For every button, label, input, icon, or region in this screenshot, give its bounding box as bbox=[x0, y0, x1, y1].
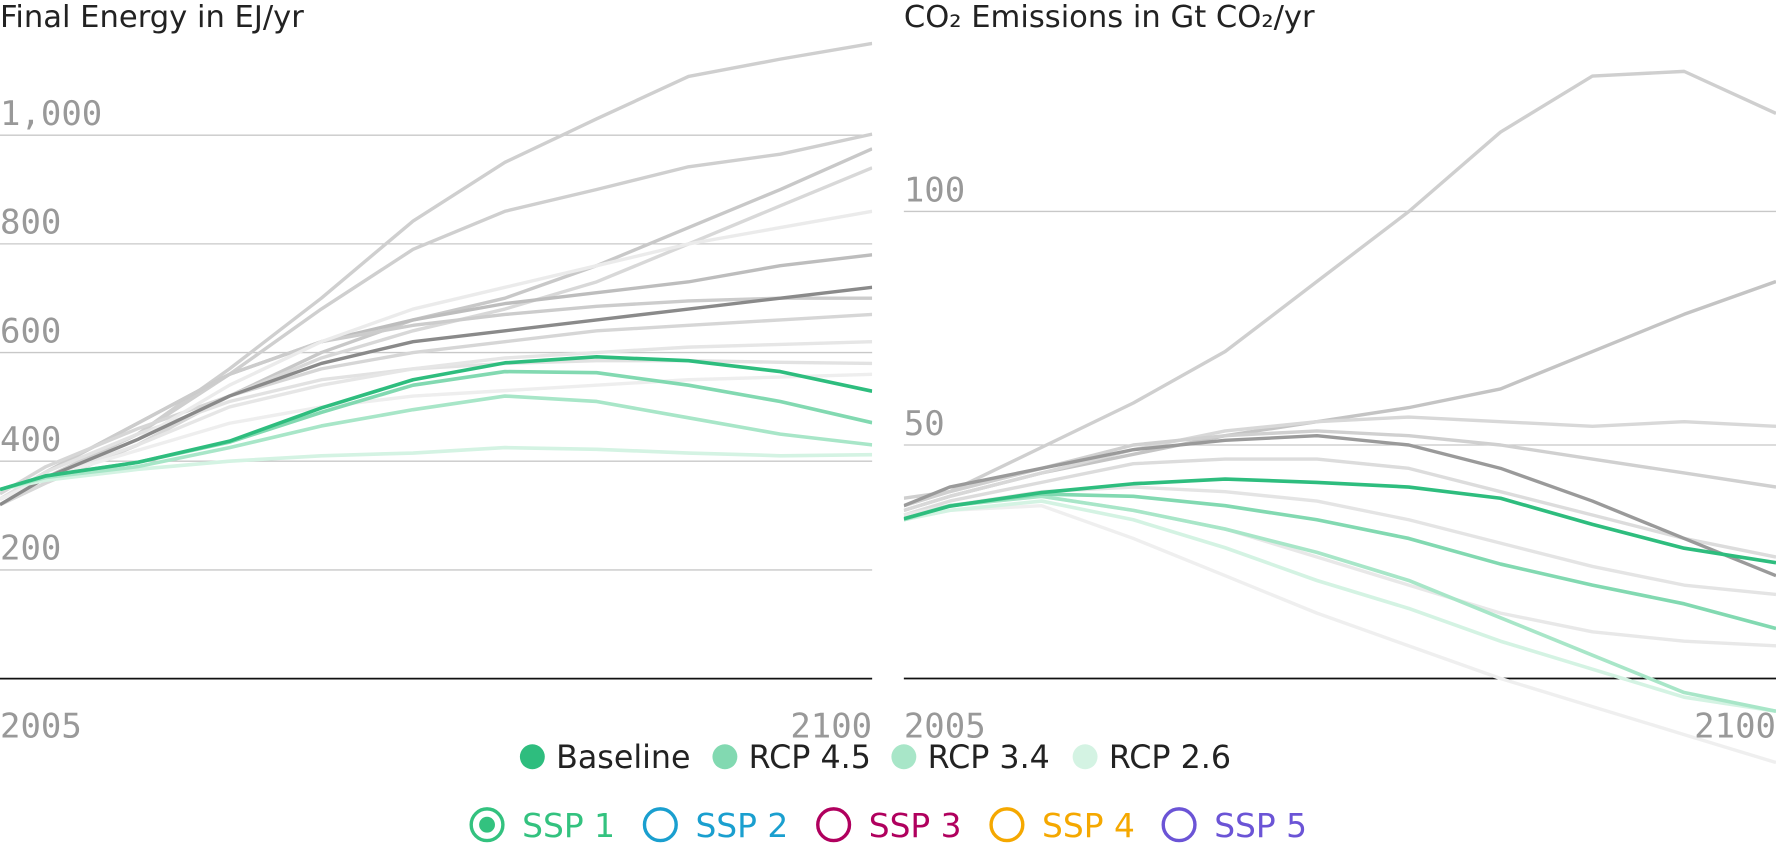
x-tick-label: 2100 bbox=[790, 707, 872, 747]
scenario-line bbox=[0, 285, 873, 507]
legend-swatch bbox=[519, 744, 545, 770]
x-tick-label: 2005 bbox=[904, 707, 986, 747]
radio-ring bbox=[1161, 807, 1197, 843]
y-tick-label: 200 bbox=[0, 529, 61, 569]
y-tick-label: 800 bbox=[0, 203, 61, 243]
scenario-line bbox=[903, 415, 1776, 512]
legend-swatch bbox=[712, 744, 738, 770]
scenario-line bbox=[903, 434, 1776, 578]
scenario-line bbox=[0, 339, 873, 507]
series-line bbox=[0, 445, 873, 492]
ssp-option[interactable]: SSP 2 bbox=[642, 807, 788, 844]
y-tick-label: 50 bbox=[904, 404, 945, 444]
radio-dot bbox=[479, 816, 495, 833]
series-line bbox=[0, 394, 873, 492]
scenario-line bbox=[0, 372, 873, 501]
series-line bbox=[903, 499, 1776, 714]
plot-lines bbox=[903, 69, 1776, 765]
ssp-label: SSP 3 bbox=[869, 807, 962, 844]
legend-label: RCP 3.4 bbox=[928, 740, 1050, 776]
series-line bbox=[903, 477, 1776, 565]
ssp-label: SSP 5 bbox=[1214, 807, 1307, 844]
legend-label: RCP 4.5 bbox=[749, 740, 871, 776]
scenario-line bbox=[0, 166, 873, 507]
radio-ring bbox=[989, 807, 1025, 843]
legend-label: RCP 2.6 bbox=[1109, 740, 1231, 776]
chart-title: Final Energy in EJ/yr bbox=[0, 0, 304, 35]
y-tick-label: 100 bbox=[904, 170, 965, 210]
scenario-line bbox=[903, 69, 1776, 500]
ssp-option[interactable]: SSP 4 bbox=[989, 807, 1135, 844]
ssp-label: SSP 2 bbox=[695, 807, 788, 844]
legend-label: Baseline bbox=[556, 740, 690, 776]
y-tick-label: 600 bbox=[0, 311, 61, 351]
ssp-label: SSP 4 bbox=[1042, 807, 1135, 844]
radio-ring bbox=[642, 807, 678, 843]
legend-swatch bbox=[891, 744, 917, 770]
plot-lines bbox=[0, 41, 873, 507]
scenario-line bbox=[903, 457, 1776, 559]
ssp-label: SSP 1 bbox=[522, 807, 615, 844]
y-tick-label: 400 bbox=[0, 420, 61, 460]
legend-swatch bbox=[1072, 744, 1098, 770]
scenario-line bbox=[903, 504, 1776, 765]
scenario-line bbox=[0, 312, 873, 496]
ssp-option[interactable]: SSP 3 bbox=[816, 807, 962, 844]
chart-title: CO₂ Emissions in Gt CO₂/yr bbox=[904, 0, 1315, 35]
scenario-line bbox=[903, 494, 1776, 648]
x-tick-label: 2005 bbox=[0, 707, 82, 747]
ssp-option[interactable]: SSP 1 bbox=[469, 807, 615, 844]
ssp-option[interactable]: SSP 5 bbox=[1161, 807, 1307, 844]
series-line bbox=[0, 355, 873, 492]
radio-ring bbox=[816, 807, 852, 843]
y-tick-label: 1,000 bbox=[0, 94, 102, 134]
x-tick-label: 2100 bbox=[1694, 707, 1776, 747]
